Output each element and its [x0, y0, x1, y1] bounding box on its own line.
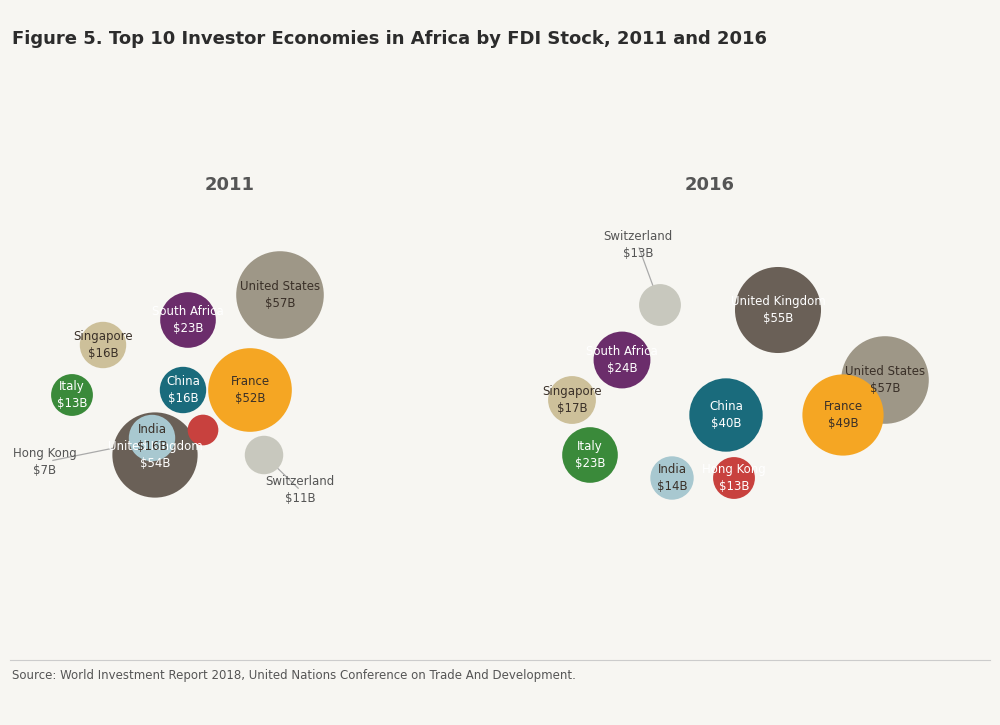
Text: Figure 5. Top 10 Investor Economies in Africa by FDI Stock, 2011 and 2016: Figure 5. Top 10 Investor Economies in A… — [12, 30, 767, 48]
Text: 2011: 2011 — [205, 176, 255, 194]
Text: United Kingdom
$54B: United Kingdom $54B — [108, 440, 202, 470]
Text: Switzerland
$11B: Switzerland $11B — [265, 475, 335, 505]
Circle shape — [650, 456, 694, 500]
Circle shape — [548, 376, 596, 424]
Circle shape — [245, 436, 283, 474]
Text: China
$40B: China $40B — [709, 400, 743, 430]
Text: Italy
$23B: Italy $23B — [575, 440, 605, 470]
Text: United Kingdom
$55B: United Kingdom $55B — [731, 295, 825, 325]
Text: India
$16B: India $16B — [137, 423, 167, 453]
Circle shape — [236, 251, 324, 339]
Circle shape — [562, 427, 618, 483]
Circle shape — [51, 374, 93, 416]
Circle shape — [80, 322, 126, 368]
Text: Italy
$13B: Italy $13B — [57, 380, 87, 410]
Text: 2016: 2016 — [685, 176, 735, 194]
Text: South Africa
$24B: South Africa $24B — [586, 345, 658, 375]
Circle shape — [802, 374, 884, 455]
Circle shape — [689, 378, 763, 452]
Circle shape — [208, 348, 292, 432]
Circle shape — [713, 457, 755, 499]
Text: South Africa
$23B: South Africa $23B — [152, 305, 224, 335]
Text: Source: World Investment Report 2018, United Nations Conference on Trade And Dev: Source: World Investment Report 2018, Un… — [12, 668, 576, 682]
Circle shape — [112, 413, 198, 497]
Text: China
$16B: China $16B — [166, 375, 200, 405]
Text: Switzerland
$13B: Switzerland $13B — [603, 230, 673, 260]
Circle shape — [129, 415, 175, 461]
Text: United States
$57B: United States $57B — [845, 365, 925, 395]
Text: Hong Kong
$13B: Hong Kong $13B — [702, 463, 766, 493]
Text: Singapore
$17B: Singapore $17B — [542, 385, 602, 415]
Text: United States
$57B: United States $57B — [240, 280, 320, 310]
Circle shape — [594, 331, 650, 389]
Text: France
$49B: France $49B — [823, 400, 863, 430]
Circle shape — [735, 267, 821, 353]
Text: India
$14B: India $14B — [657, 463, 687, 493]
Circle shape — [160, 292, 216, 348]
Circle shape — [188, 415, 218, 445]
Text: France
$52B: France $52B — [230, 375, 270, 405]
Circle shape — [841, 336, 929, 424]
Circle shape — [160, 367, 206, 413]
Text: Singapore
$16B: Singapore $16B — [73, 330, 133, 360]
Circle shape — [639, 284, 681, 326]
Text: Hong Kong
$7B: Hong Kong $7B — [13, 447, 77, 477]
